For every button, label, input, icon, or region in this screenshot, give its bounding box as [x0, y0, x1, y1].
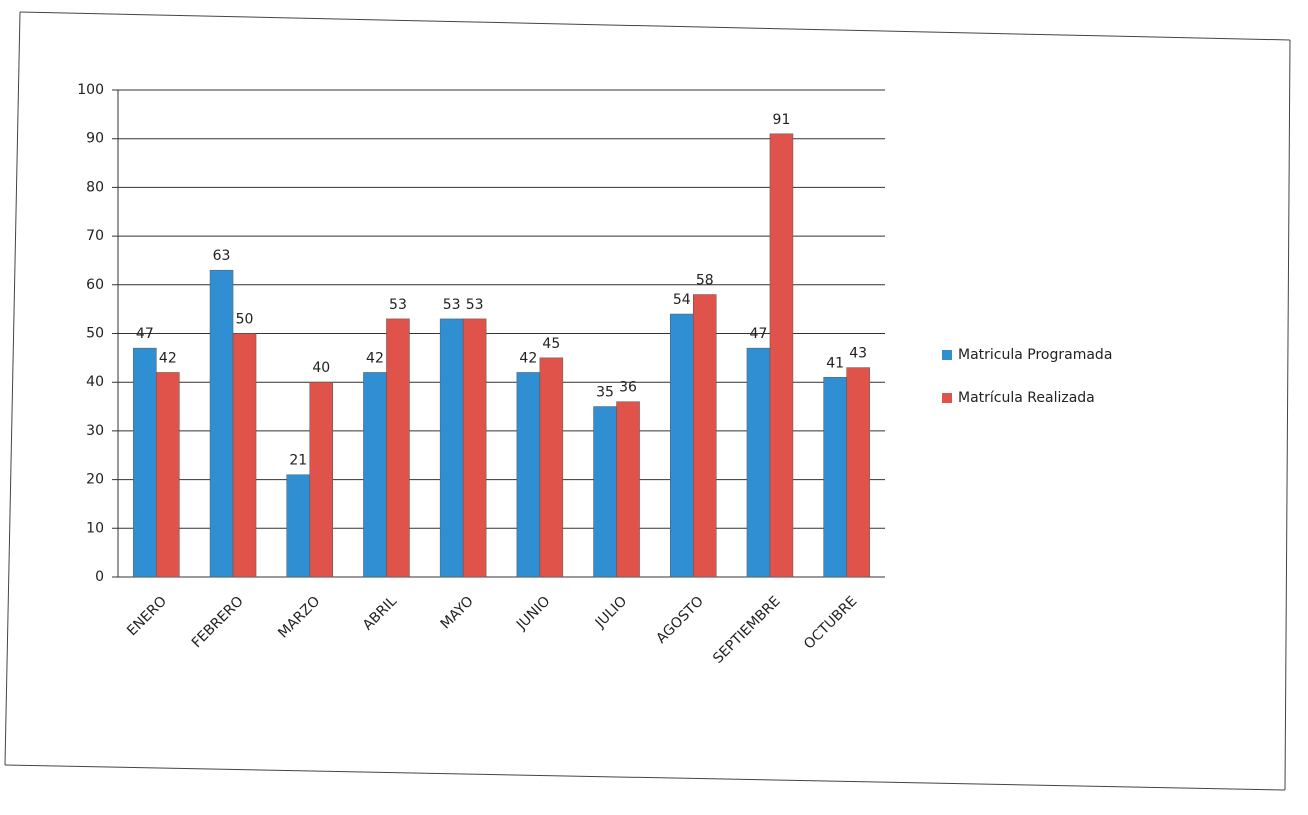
- bar: [133, 347, 157, 578]
- data-label: 47: [136, 326, 154, 342]
- data-label: 53: [389, 297, 407, 313]
- data-label: 36: [619, 380, 637, 396]
- y-tick-label: 0: [95, 569, 104, 585]
- data-label: 47: [750, 326, 768, 342]
- legend-swatch: [942, 350, 952, 360]
- x-tick-label: JUNIO: [513, 593, 553, 633]
- data-label: 50: [236, 312, 254, 328]
- page-frame: [19, 11, 1291, 41]
- bar: [156, 372, 180, 578]
- y-tick-label: 90: [86, 131, 104, 147]
- x-tick-label: FEBRERO: [189, 593, 247, 651]
- data-label: 42: [366, 350, 384, 366]
- data-label: 58: [696, 273, 714, 289]
- x-tick-label: MAYO: [438, 593, 477, 632]
- y-tick-label: 80: [86, 179, 104, 195]
- y-tick-label: 20: [86, 472, 104, 488]
- legend-label: Matricula Programada: [958, 347, 1112, 363]
- y-tick-label: 50: [86, 326, 104, 342]
- bar: [286, 474, 310, 578]
- y-tick-label: 70: [86, 228, 104, 244]
- bar: [823, 377, 847, 578]
- page-frame: [4, 11, 21, 766]
- data-label: 40: [312, 360, 330, 376]
- data-label: 63: [213, 248, 231, 264]
- x-tick-label: ABRIL: [360, 593, 400, 633]
- bar: [593, 406, 617, 578]
- data-label: 42: [519, 350, 537, 366]
- bar: [363, 372, 387, 578]
- data-label: 53: [466, 297, 484, 313]
- data-label: 21: [289, 453, 307, 469]
- x-tick-label: SEPTIEMBRE: [710, 593, 784, 667]
- bar: [462, 318, 487, 578]
- legend-swatch: [942, 393, 952, 403]
- bar: [539, 357, 564, 578]
- data-label: 35: [596, 385, 614, 401]
- page-frame: [1284, 39, 1291, 791]
- x-tick-label: MARZO: [275, 593, 323, 641]
- legend-label: Matrícula Realizada: [958, 390, 1095, 406]
- x-tick-label: JULIO: [592, 593, 630, 631]
- bar: [846, 367, 870, 578]
- bar: [616, 401, 640, 578]
- bar: [309, 381, 333, 578]
- data-label: 42: [159, 350, 177, 366]
- y-tick-label: 100: [77, 82, 104, 98]
- bar: [386, 318, 410, 578]
- data-label: 43: [849, 346, 867, 362]
- data-label: 45: [542, 336, 560, 352]
- page-frame: [4, 764, 1286, 791]
- data-label: 54: [673, 292, 691, 308]
- x-tick-label: AGOSTO: [653, 593, 707, 647]
- y-tick-label: 30: [86, 423, 104, 439]
- data-label: 41: [826, 355, 844, 371]
- y-tick-label: 10: [86, 520, 104, 536]
- data-label: 91: [773, 112, 791, 128]
- bar: [670, 313, 694, 578]
- y-tick-label: 60: [86, 277, 104, 293]
- bar: [769, 133, 794, 578]
- bar: [516, 372, 541, 578]
- x-tick-label: OCTUBRE: [801, 593, 860, 652]
- bar: [746, 347, 771, 578]
- bar: [693, 294, 717, 578]
- data-label: 53: [443, 297, 461, 313]
- bar: [209, 269, 234, 578]
- bar: [439, 318, 464, 578]
- y-tick-label: 40: [86, 374, 104, 390]
- bar: [232, 333, 257, 578]
- x-tick-label: ENERO: [124, 593, 170, 639]
